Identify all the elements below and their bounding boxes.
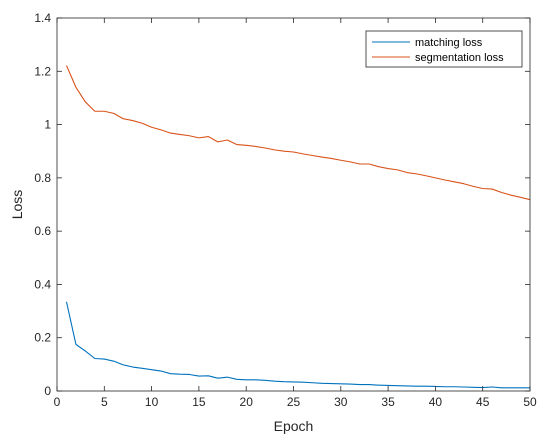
y-tick-label: 1.4 <box>34 11 51 25</box>
y-tick-label: 0.6 <box>34 224 51 238</box>
x-tick-label: 25 <box>287 395 301 409</box>
legend-label: segmentation loss <box>415 52 504 64</box>
y-axis: 0 0.2 0.4 0.6 0.8 1 1.2 1.4 <box>34 11 530 398</box>
x-tick-label: 30 <box>334 395 348 409</box>
series-line-segmentation-loss <box>65 65 531 201</box>
x-tick-label: 40 <box>429 395 443 409</box>
series-line-matching-loss <box>65 301 530 389</box>
x-tick-label: 15 <box>192 395 206 409</box>
x-tick-label: 50 <box>523 395 537 409</box>
x-tick-label: 5 <box>101 395 108 409</box>
legend-box <box>365 30 523 68</box>
y-axis-label: Loss <box>9 190 25 220</box>
y-tick-label: 1.2 <box>34 64 51 78</box>
y-tick-label: 0 <box>44 384 51 398</box>
plot-area <box>57 18 530 391</box>
x-axis: 0 5 10 15 20 25 30 35 40 45 50 <box>54 18 537 409</box>
y-tick-label: 0.4 <box>34 277 51 291</box>
series-layer <box>65 65 531 389</box>
legend: matching loss segmentation loss <box>365 30 523 68</box>
x-tick-label: 0 <box>54 395 61 409</box>
y-tick-label: 0.2 <box>34 331 51 345</box>
y-tick-label: 1 <box>44 118 51 132</box>
x-tick-label: 45 <box>476 395 490 409</box>
legend-label: matching loss <box>415 37 483 49</box>
y-tick-label: 0.8 <box>34 171 51 185</box>
x-tick-label: 35 <box>381 395 395 409</box>
x-axis-label: Epoch <box>274 418 314 434</box>
x-tick-label: 20 <box>240 395 254 409</box>
x-tick-label: 10 <box>145 395 159 409</box>
